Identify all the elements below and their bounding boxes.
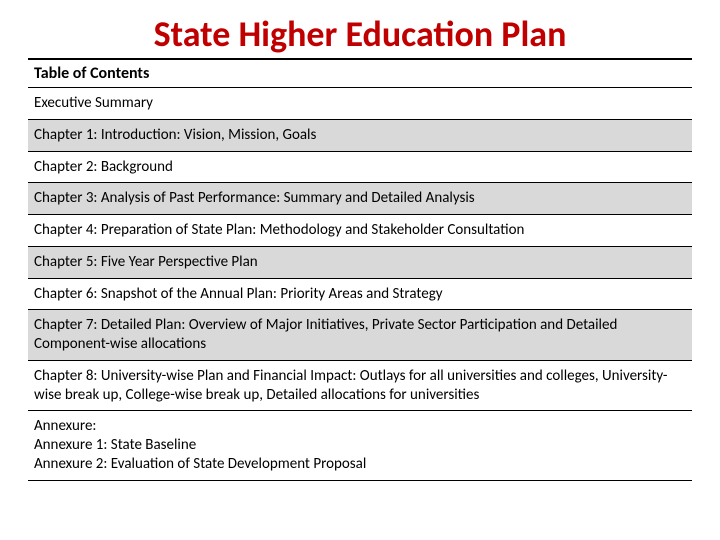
toc-row: Chapter 2: Background — [28, 152, 692, 184]
toc-row: Chapter 3: Analysis of Past Performance:… — [28, 183, 692, 215]
toc-row: Chapter 6: Snapshot of the Annual Plan: … — [28, 279, 692, 311]
toc-row: Annexure: Annexure 1: State Baseline Ann… — [28, 411, 692, 480]
toc-row: Chapter 1: Introduction: Vision, Mission… — [28, 120, 692, 152]
toc-row: Chapter 5: Five Year Perspective Plan — [28, 247, 692, 279]
toc-row: Chapter 7: Detailed Plan: Overview of Ma… — [28, 310, 692, 361]
toc-header: Table of Contents — [28, 60, 692, 88]
toc-row: Chapter 8: University-wise Plan and Fina… — [28, 361, 692, 412]
toc-body: Executive SummaryChapter 1: Introduction… — [28, 88, 692, 481]
document-title: State Higher Education Plan — [28, 12, 692, 60]
toc-row: Chapter 4: Preparation of State Plan: Me… — [28, 215, 692, 247]
toc-row: Executive Summary — [28, 88, 692, 120]
document-page: State Higher Education Plan Table of Con… — [0, 0, 720, 501]
